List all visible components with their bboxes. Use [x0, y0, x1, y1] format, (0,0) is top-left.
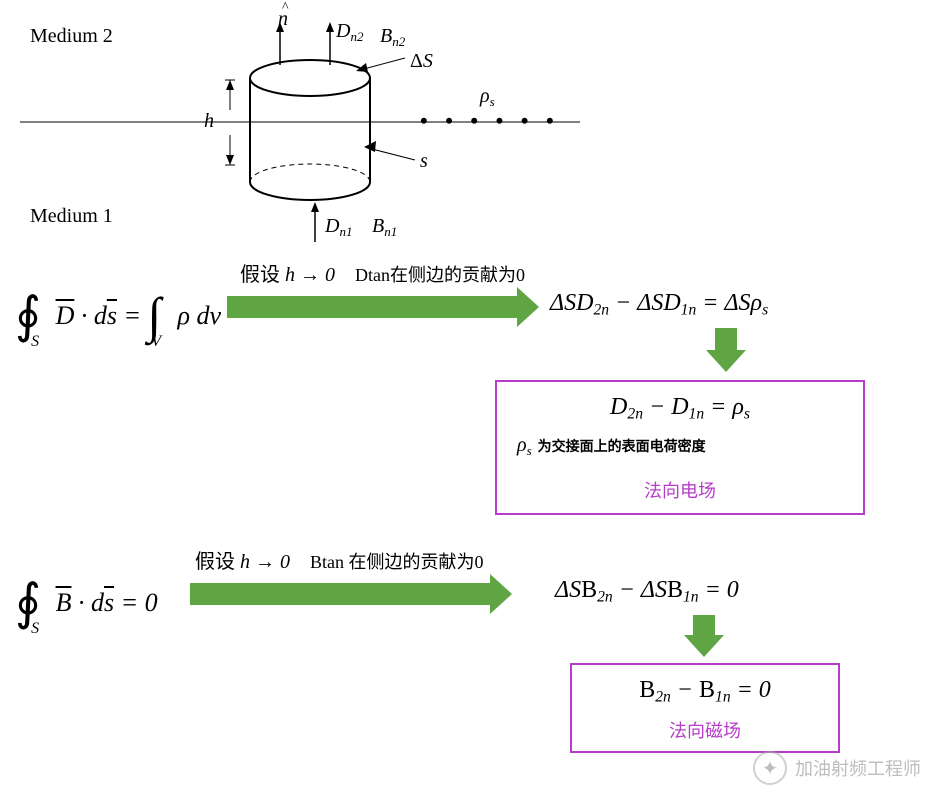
deltaS-label: ΔS — [410, 50, 433, 73]
medium2-label: Medium 2 — [30, 25, 113, 48]
b-boundary-condition: B2n − B1n = 0 — [592, 677, 818, 707]
Bn1-label: Bn1 — [372, 215, 397, 240]
s-label: s — [420, 150, 428, 173]
watermark: ✦ 加油射频工程师 — [753, 751, 921, 785]
gauss-d-equation: ∮S D · ds = ∫V ρ dv — [15, 278, 221, 336]
n-hat-label: ^ n — [278, 8, 288, 31]
wechat-icon: ✦ — [753, 751, 787, 785]
d-result-box: D2n − D1n = ρs ρs为交接面上的表面电荷密度 法向电场 — [495, 380, 865, 515]
arrow-b-horizontal — [190, 583, 490, 605]
charge-dots: • • • • • • — [420, 108, 560, 134]
b-tag: 法向磁场 — [592, 717, 818, 743]
Bn2-label: Bn2 — [380, 25, 405, 50]
gauss-b-equation: ∮S B · ds = 0 — [15, 565, 158, 623]
arrow-b-vertical — [693, 615, 715, 635]
rho-s-note: ρs为交接面上的表面电荷密度 — [517, 434, 843, 459]
arrow-d-vertical — [715, 328, 737, 350]
d-intermediate-eq: ΔSD2n − ΔSD1n = ΔSρs — [550, 290, 768, 320]
h-label: h — [204, 110, 214, 133]
d-tag: 法向电场 — [517, 477, 843, 503]
watermark-text: 加油射频工程师 — [795, 755, 921, 781]
assume-d-text: 假设 h → 0 Dtan在侧边的贡献为0 — [240, 258, 525, 287]
b-intermediate-eq: ΔSB2n − ΔSB1n = 0 — [555, 577, 739, 607]
arrow-d-horizontal — [227, 296, 517, 318]
b-result-box: B2n − B1n = 0 法向磁场 — [570, 663, 840, 753]
d-field-row: ∮S D · ds = ∫V ρ dv 假设 h → 0 Dtan在侧边的贡献为… — [15, 258, 915, 438]
d-boundary-condition: D2n − D1n = ρs — [517, 394, 843, 424]
b-field-row: ∮S B · ds = 0 假设 h → 0 Btan 在侧边的贡献为0 ΔSB… — [15, 545, 915, 725]
rho-s-label: ρs — [480, 85, 495, 110]
medium1-label: Medium 1 — [30, 205, 113, 228]
pillbox-diagram: Medium 2 Medium 1 ^ n Dn2 Bn2 ΔS h • • •… — [20, 10, 620, 240]
Dn2-label: Dn2 — [336, 20, 363, 45]
Dn1-label: Dn1 — [325, 215, 352, 240]
assume-b-text: 假设 h → 0 Btan 在侧边的贡献为0 — [195, 545, 484, 574]
